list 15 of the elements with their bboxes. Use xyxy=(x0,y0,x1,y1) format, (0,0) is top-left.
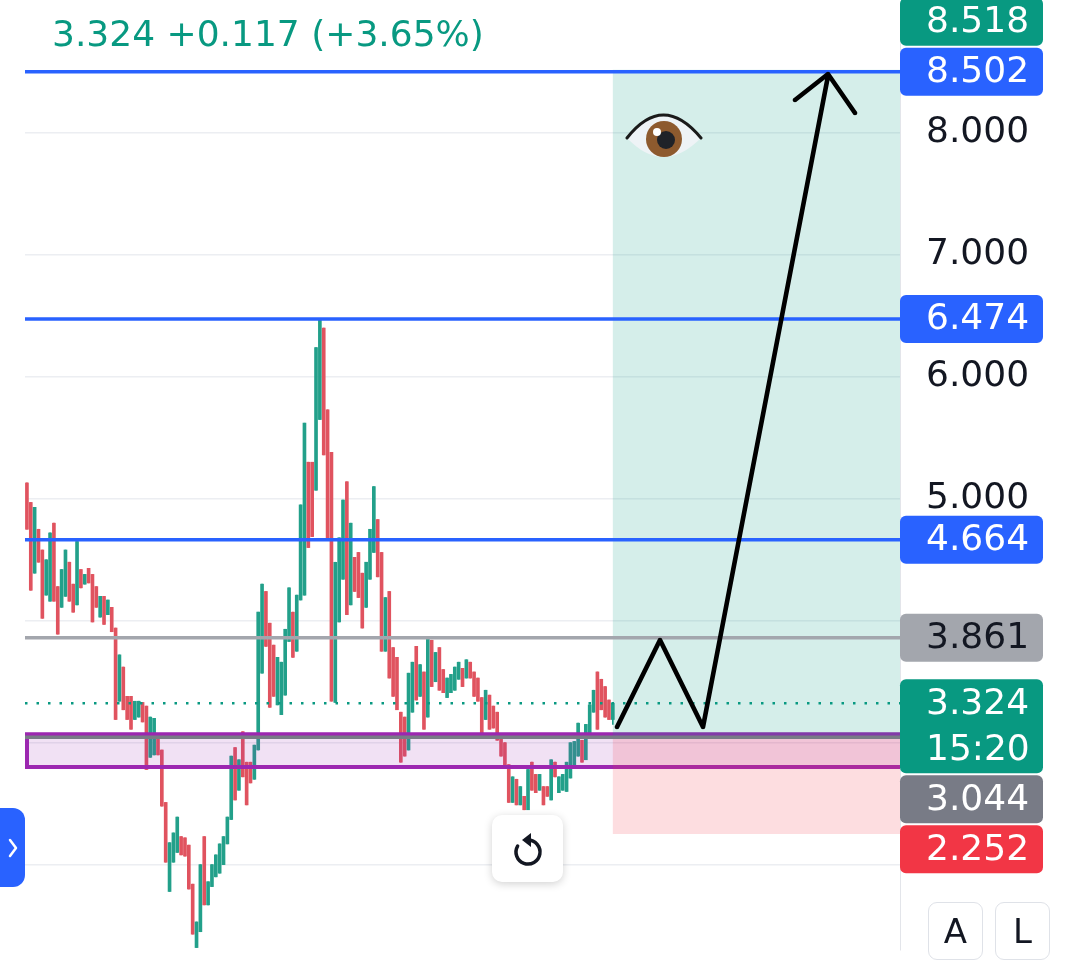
chart-title: 3.324 +0.117 (+3.65%) xyxy=(52,12,484,56)
y-tick-label: 5.000 xyxy=(926,475,1030,517)
band-label: 2.252 xyxy=(926,826,1030,868)
y-tick-label: 6.000 xyxy=(926,353,1030,395)
y-tick-label: 8.000 xyxy=(926,109,1030,151)
ref-line-label: 3.861 xyxy=(926,615,1030,657)
ref-line-label: 3.324 15:20 xyxy=(926,680,1030,768)
y-tick-label: 7.000 xyxy=(926,231,1030,273)
band-label: 8.518 xyxy=(926,0,1030,41)
ref-line-label: 4.664 xyxy=(926,517,1030,559)
button: L xyxy=(995,902,1050,960)
button: A xyxy=(928,902,983,960)
ref-line-label: 3.044 xyxy=(926,776,1030,818)
ref-line-label: 6.474 xyxy=(926,296,1030,338)
ref-line-label: 8.502 xyxy=(926,49,1030,91)
